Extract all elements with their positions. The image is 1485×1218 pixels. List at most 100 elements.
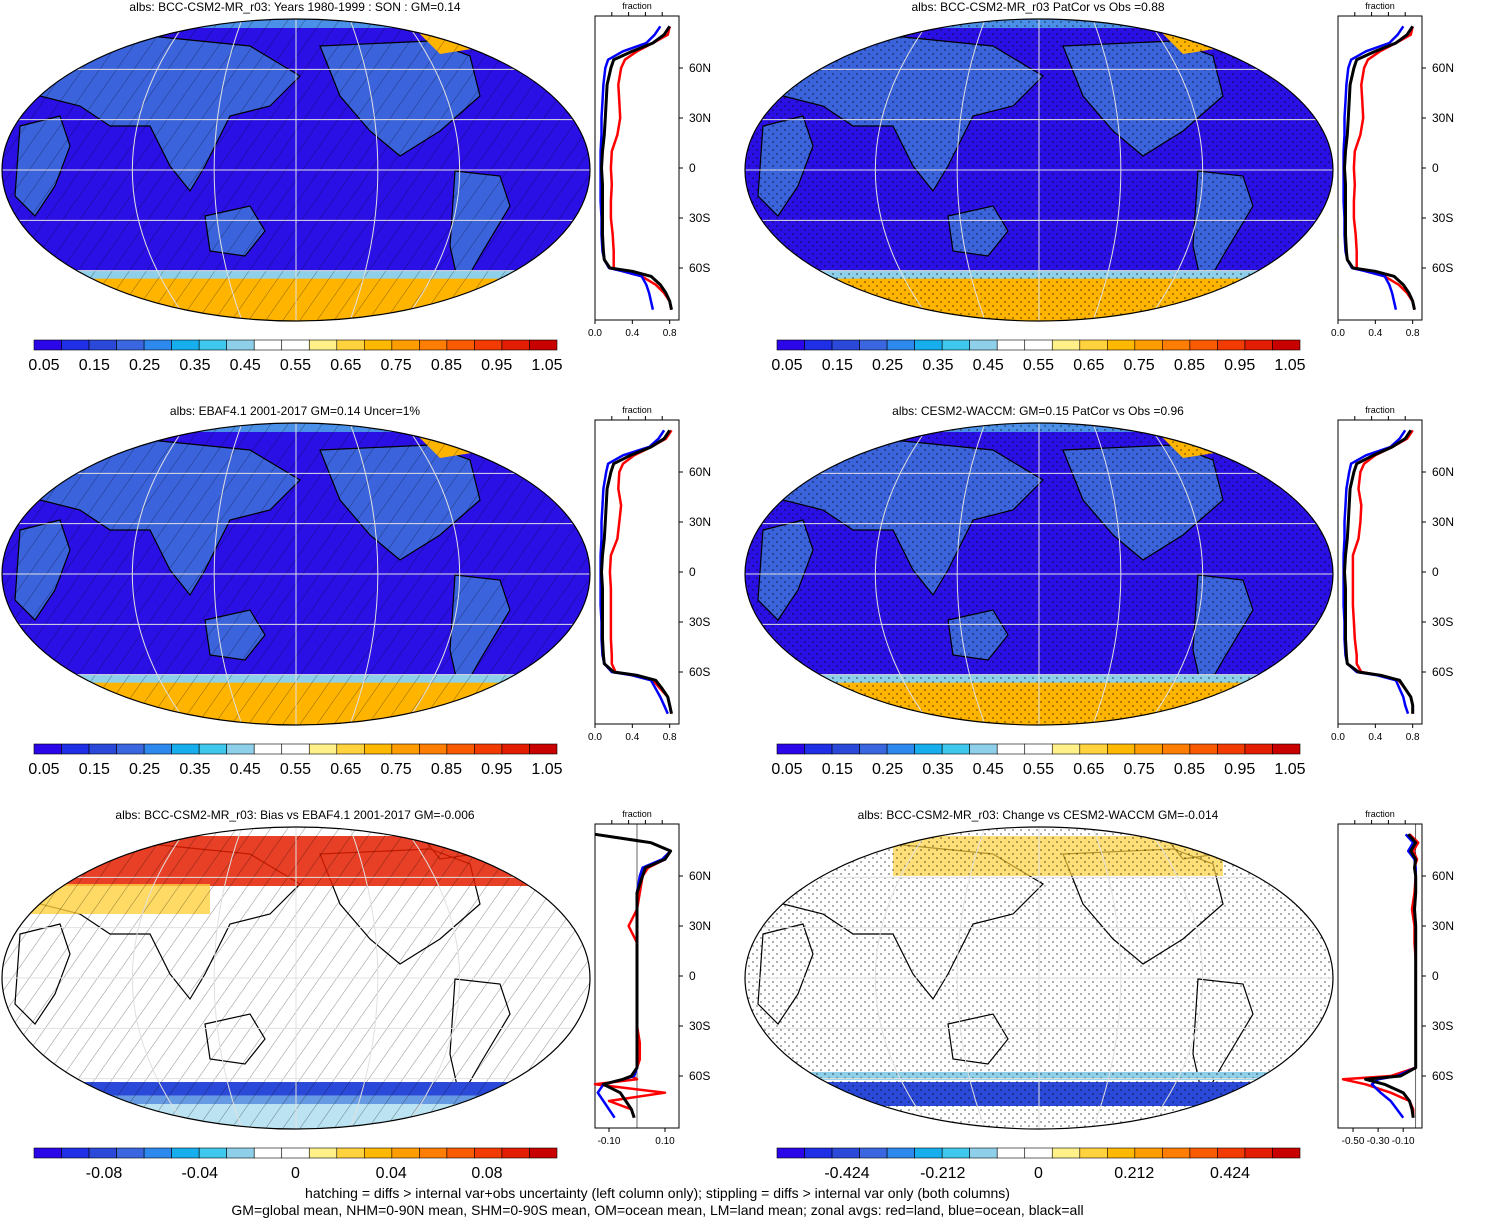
meridian-line xyxy=(874,827,932,1129)
zonal-average-plot: fraction -0.50 -0.30 -0.10 60N 30N 0 30S 60S xyxy=(1337,809,1454,1147)
profile-y-tick-label: 60N xyxy=(689,869,711,883)
profile-y-tick-label: 30S xyxy=(689,211,710,225)
profile-xlabel: fraction xyxy=(622,809,652,819)
colorbar-tick-label: 0.85 xyxy=(1174,761,1205,778)
meridian-line xyxy=(213,19,243,321)
colorbar-swatch xyxy=(226,339,255,351)
colorbar-swatch xyxy=(501,339,530,351)
zonal-average-plot: fraction 0.0 0.4 0.8 60N 30N 0 30S 60S xyxy=(1331,405,1454,743)
colorbar-swatch xyxy=(364,1147,393,1159)
profile-y-tick-label: 30S xyxy=(689,1019,710,1033)
footnote-legend: GM=global mean, NHM=0-90N mean, SHM=0-90… xyxy=(231,1202,1084,1218)
colorbar-swatch xyxy=(33,743,62,755)
colorbar-tick-label: 0.55 xyxy=(1023,357,1054,374)
colorbar-swatch xyxy=(474,1147,503,1159)
profile-y-tick-label: 0 xyxy=(689,161,696,175)
colorbar-swatch xyxy=(859,339,888,351)
colorbar-swatch xyxy=(1107,743,1136,755)
meridian-line xyxy=(1146,423,1204,725)
colorbar-swatch xyxy=(419,339,448,351)
map-field xyxy=(2,19,590,321)
colorbar-swatch xyxy=(1189,1147,1218,1159)
colorbar-swatch xyxy=(914,1147,943,1159)
colorbar-swatch xyxy=(198,743,227,755)
colorbar-tick-label: 0.15 xyxy=(79,357,110,374)
colorbar-tick-label: 0.55 xyxy=(280,761,311,778)
colorbar-tick-label: 0.25 xyxy=(872,761,903,778)
series-all-line xyxy=(1364,833,1418,1118)
panel-obs-left: albs: EBAF4.1 2001-2017 GM=0.14 Uncer=1%… xyxy=(0,404,742,808)
profile-x-tick-label: 0.8 xyxy=(1406,328,1420,339)
colorbar: 0.05 0.15 0.25 0.35 0.45 0.55 0.65 0.75 0.85 0.95… xyxy=(771,743,1306,778)
profile-y-tick-label: 0 xyxy=(1432,161,1439,175)
colorbar-swatch xyxy=(419,743,448,755)
colorbar-tick-label: 0.45 xyxy=(230,357,261,374)
series-land-line xyxy=(608,429,673,714)
colorbar-tick-label: 0.75 xyxy=(1124,761,1155,778)
colorbar-tick-label: 0.05 xyxy=(28,761,59,778)
colorbar-tick-label: 0.25 xyxy=(129,761,160,778)
series-land-line xyxy=(1341,833,1420,1118)
colorbar-swatch xyxy=(996,743,1026,755)
colorbar-swatch xyxy=(1189,339,1218,351)
colorbar: 0.05 0.15 0.25 0.35 0.45 0.55 0.65 0.75 0.85 0.95… xyxy=(28,339,563,374)
colorbar-swatch xyxy=(1079,743,1108,755)
map-border xyxy=(744,826,1334,1130)
colorbar-swatch xyxy=(501,743,530,755)
colorbar-tick-label: 0.424 xyxy=(1210,1165,1250,1182)
colorbar-tick-label: 0.85 xyxy=(431,357,462,374)
colorbar-swatch xyxy=(776,339,805,351)
colorbar-tick-label: 0.25 xyxy=(872,357,903,374)
colorbar-swatch xyxy=(171,1147,200,1159)
colorbar-swatch xyxy=(281,743,310,755)
meridian-line xyxy=(349,423,379,725)
series-land-line xyxy=(609,26,673,310)
colorbar-tick-label: 0 xyxy=(291,1165,300,1182)
profile-y-tick-label: 30S xyxy=(1432,615,1453,629)
colorbar-swatch xyxy=(1107,1147,1136,1159)
colorbar-tick-label: 0.25 xyxy=(129,357,160,374)
footnote-hatching: hatching = diffs > internal var+obs unce… xyxy=(305,1185,1010,1201)
colorbar-swatch xyxy=(1024,339,1053,351)
meridian-line xyxy=(403,827,461,1129)
colorbar-swatch xyxy=(1107,339,1136,351)
colorbar-swatch xyxy=(941,339,970,351)
colorbar-swatch xyxy=(446,339,475,351)
profile-y-tick-label: 0 xyxy=(1432,969,1439,983)
colorbar-swatch xyxy=(198,339,227,351)
meridian-line xyxy=(1092,19,1122,321)
profile-y-tick-label: 30S xyxy=(1432,1019,1453,1033)
colorbar-swatch xyxy=(253,743,283,755)
colorbar-swatch xyxy=(886,743,915,755)
graticule xyxy=(745,423,1333,725)
colorbar-swatch xyxy=(281,339,310,351)
profile-x-tick-label: 0.4 xyxy=(1368,732,1382,743)
colorbar-swatch xyxy=(804,743,833,755)
colorbar-swatch xyxy=(198,1147,227,1159)
map-robinson xyxy=(1,422,591,726)
colorbar-tick-label: 1.05 xyxy=(531,761,562,778)
profile-y-tick-label: 60S xyxy=(1432,665,1453,679)
colorbar-swatch xyxy=(804,1147,833,1159)
colorbar-tick-label: 0.65 xyxy=(330,761,361,778)
colorbar-tick-label: 0.45 xyxy=(973,761,1004,778)
profile-y-tick-label: 0 xyxy=(689,969,696,983)
zonal-average-plot: fraction 0.0 0.4 0.8 60N 30N 0 30S 60S xyxy=(1331,1,1454,339)
colorbar-tick-label: 0.04 xyxy=(376,1165,407,1182)
profile-y-tick-label: 30N xyxy=(1432,515,1454,529)
colorbar-swatch xyxy=(1272,743,1301,755)
colorbar-swatch xyxy=(143,1147,172,1159)
panel-title: albs: EBAF4.1 2001-2017 GM=0.14 Uncer=1% xyxy=(169,404,421,418)
profile-y-tick-label: 60S xyxy=(1432,261,1453,275)
map-robinson xyxy=(1,18,591,322)
colorbar-swatch xyxy=(886,1147,915,1159)
colorbar-swatch xyxy=(776,1147,805,1159)
colorbar-swatch xyxy=(143,339,172,351)
colorbar-swatch xyxy=(1079,339,1108,351)
colorbar-swatch xyxy=(308,743,338,755)
map-border xyxy=(1,18,591,322)
profile-x-tick-label: 0.0 xyxy=(588,732,602,743)
meridian-line xyxy=(403,423,461,725)
colorbar-swatch xyxy=(1134,743,1163,755)
colorbar-tick-label: 0.75 xyxy=(1124,357,1155,374)
